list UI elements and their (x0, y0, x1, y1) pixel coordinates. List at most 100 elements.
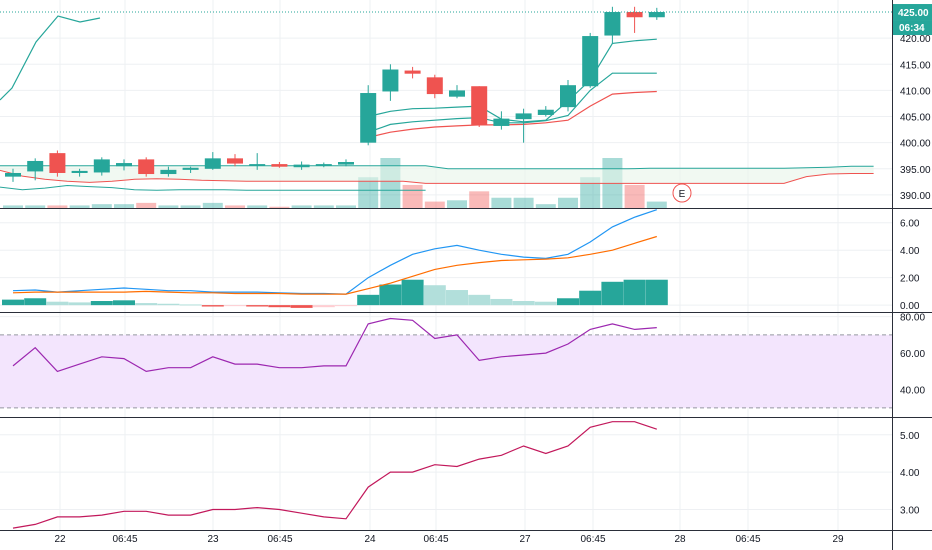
signal-line (12, 235, 657, 295)
cloud-base-line (0, 184, 426, 191)
macd-histogram-bar (312, 305, 335, 308)
countdown-badge-label: 06:34 (899, 23, 925, 34)
macd-histogram-bar (534, 301, 557, 306)
candle-body (604, 12, 621, 36)
volume-bar (358, 177, 379, 208)
candle-body (537, 109, 554, 115)
macd-histogram-bar (46, 301, 69, 306)
rsi-tick-label: 60.00 (900, 349, 925, 360)
macd-histogram-bar (623, 279, 646, 306)
macd-histogram-bar (468, 294, 491, 306)
earnings-marker-label: E (679, 189, 686, 200)
macd-histogram-bar (24, 298, 47, 306)
rsi-line (12, 317, 657, 373)
volume-bar (91, 204, 112, 208)
volume-bar (646, 201, 667, 208)
candle-body (160, 169, 177, 175)
last-price-badge (893, 4, 932, 21)
candles (5, 6, 665, 182)
macd-histogram-bar (579, 290, 602, 306)
candle-body (27, 160, 44, 172)
macd-histogram-bar (401, 279, 424, 306)
macd-tick-label: 2.00 (900, 274, 920, 285)
macd-histogram-bar (357, 294, 380, 306)
candle-body (648, 12, 665, 18)
candle-body (93, 159, 110, 173)
price-tick-label: 405.00 (900, 113, 931, 124)
price-tick-label: 390.00 (900, 191, 931, 202)
macd-tick-label: 6.00 (900, 219, 920, 230)
volume-bar (624, 184, 645, 208)
candle-body (49, 153, 66, 173)
volume-bar (447, 200, 467, 208)
candle-body (249, 164, 266, 166)
macd-histogram-bar (423, 285, 446, 306)
volume-bar (424, 201, 445, 208)
x-tick-label: 06:45 (735, 534, 760, 545)
volume-bar (336, 205, 356, 208)
macd-histogram-bar (512, 301, 535, 306)
x-tick-label: 06:45 (423, 534, 448, 545)
macd-histogram-bar (557, 298, 579, 306)
candle-body (138, 159, 155, 175)
candle-body (204, 158, 221, 169)
volume-bar (535, 204, 556, 208)
macd-histogram-bar (224, 305, 246, 307)
volume-bar (269, 206, 290, 208)
x-tick-label: 06:45 (112, 534, 137, 545)
x-tick-label: 24 (364, 534, 376, 545)
x-tick-label: 29 (832, 534, 844, 545)
macd-histogram-bar (113, 300, 135, 306)
price-tick-label: 415.00 (900, 60, 931, 71)
volume-bar (25, 205, 46, 208)
volume-bar (69, 205, 90, 208)
volume-bar (580, 177, 601, 208)
candle-body (582, 36, 599, 87)
candle-body (471, 86, 488, 125)
x-tick-label: 22 (54, 534, 66, 545)
volume-bar (47, 205, 68, 208)
countdown-badge (893, 20, 932, 36)
macd-histogram-bar (446, 290, 468, 306)
volume-bar (136, 202, 157, 208)
price-tick-label: 420.00 (900, 34, 931, 45)
macd-histogram-bar (268, 305, 291, 308)
candle-body (182, 167, 199, 170)
candle-body (227, 158, 243, 164)
volume-bar (180, 205, 201, 208)
grid-lines (0, 0, 892, 530)
x-tick-label: 28 (674, 534, 686, 545)
macd-tick-label: 4.00 (900, 246, 920, 257)
rsi-band (0, 334, 892, 408)
rsi-tick-label: 80.00 (900, 313, 925, 324)
macd-histogram-bar (157, 303, 180, 306)
price-tick-label: 400.00 (900, 139, 931, 150)
price-tick-label: 395.00 (900, 165, 931, 176)
macd-histogram-bar (246, 305, 269, 307)
x-tick-label: 23 (207, 534, 219, 545)
atr-tick-label: 4.00 (900, 468, 920, 479)
volume-bar (3, 205, 23, 208)
earnings-marker (672, 183, 692, 203)
volume-bar (469, 191, 490, 208)
volume-bar (114, 204, 134, 208)
macd-histogram-bar (135, 303, 158, 306)
macd-histogram-bar (90, 301, 113, 306)
candle-body (71, 170, 88, 173)
volume-bar (247, 205, 268, 208)
volume-bar (291, 205, 312, 208)
last-price-badge-label: 425.00 (898, 8, 929, 19)
macd-histogram-bar (335, 305, 357, 307)
rsi-tick-label: 40.00 (900, 386, 925, 397)
atr-line (12, 421, 657, 529)
candle-body (271, 164, 288, 167)
x-tick-label: 27 (519, 534, 531, 545)
candle-body (382, 69, 399, 92)
candle-body (293, 164, 310, 168)
candle-body (449, 90, 465, 97)
macd-histogram-bar (201, 305, 224, 307)
candle-body (116, 163, 132, 167)
ma-fast-line (368, 38, 657, 123)
x-tick-label: 06:45 (267, 534, 292, 545)
